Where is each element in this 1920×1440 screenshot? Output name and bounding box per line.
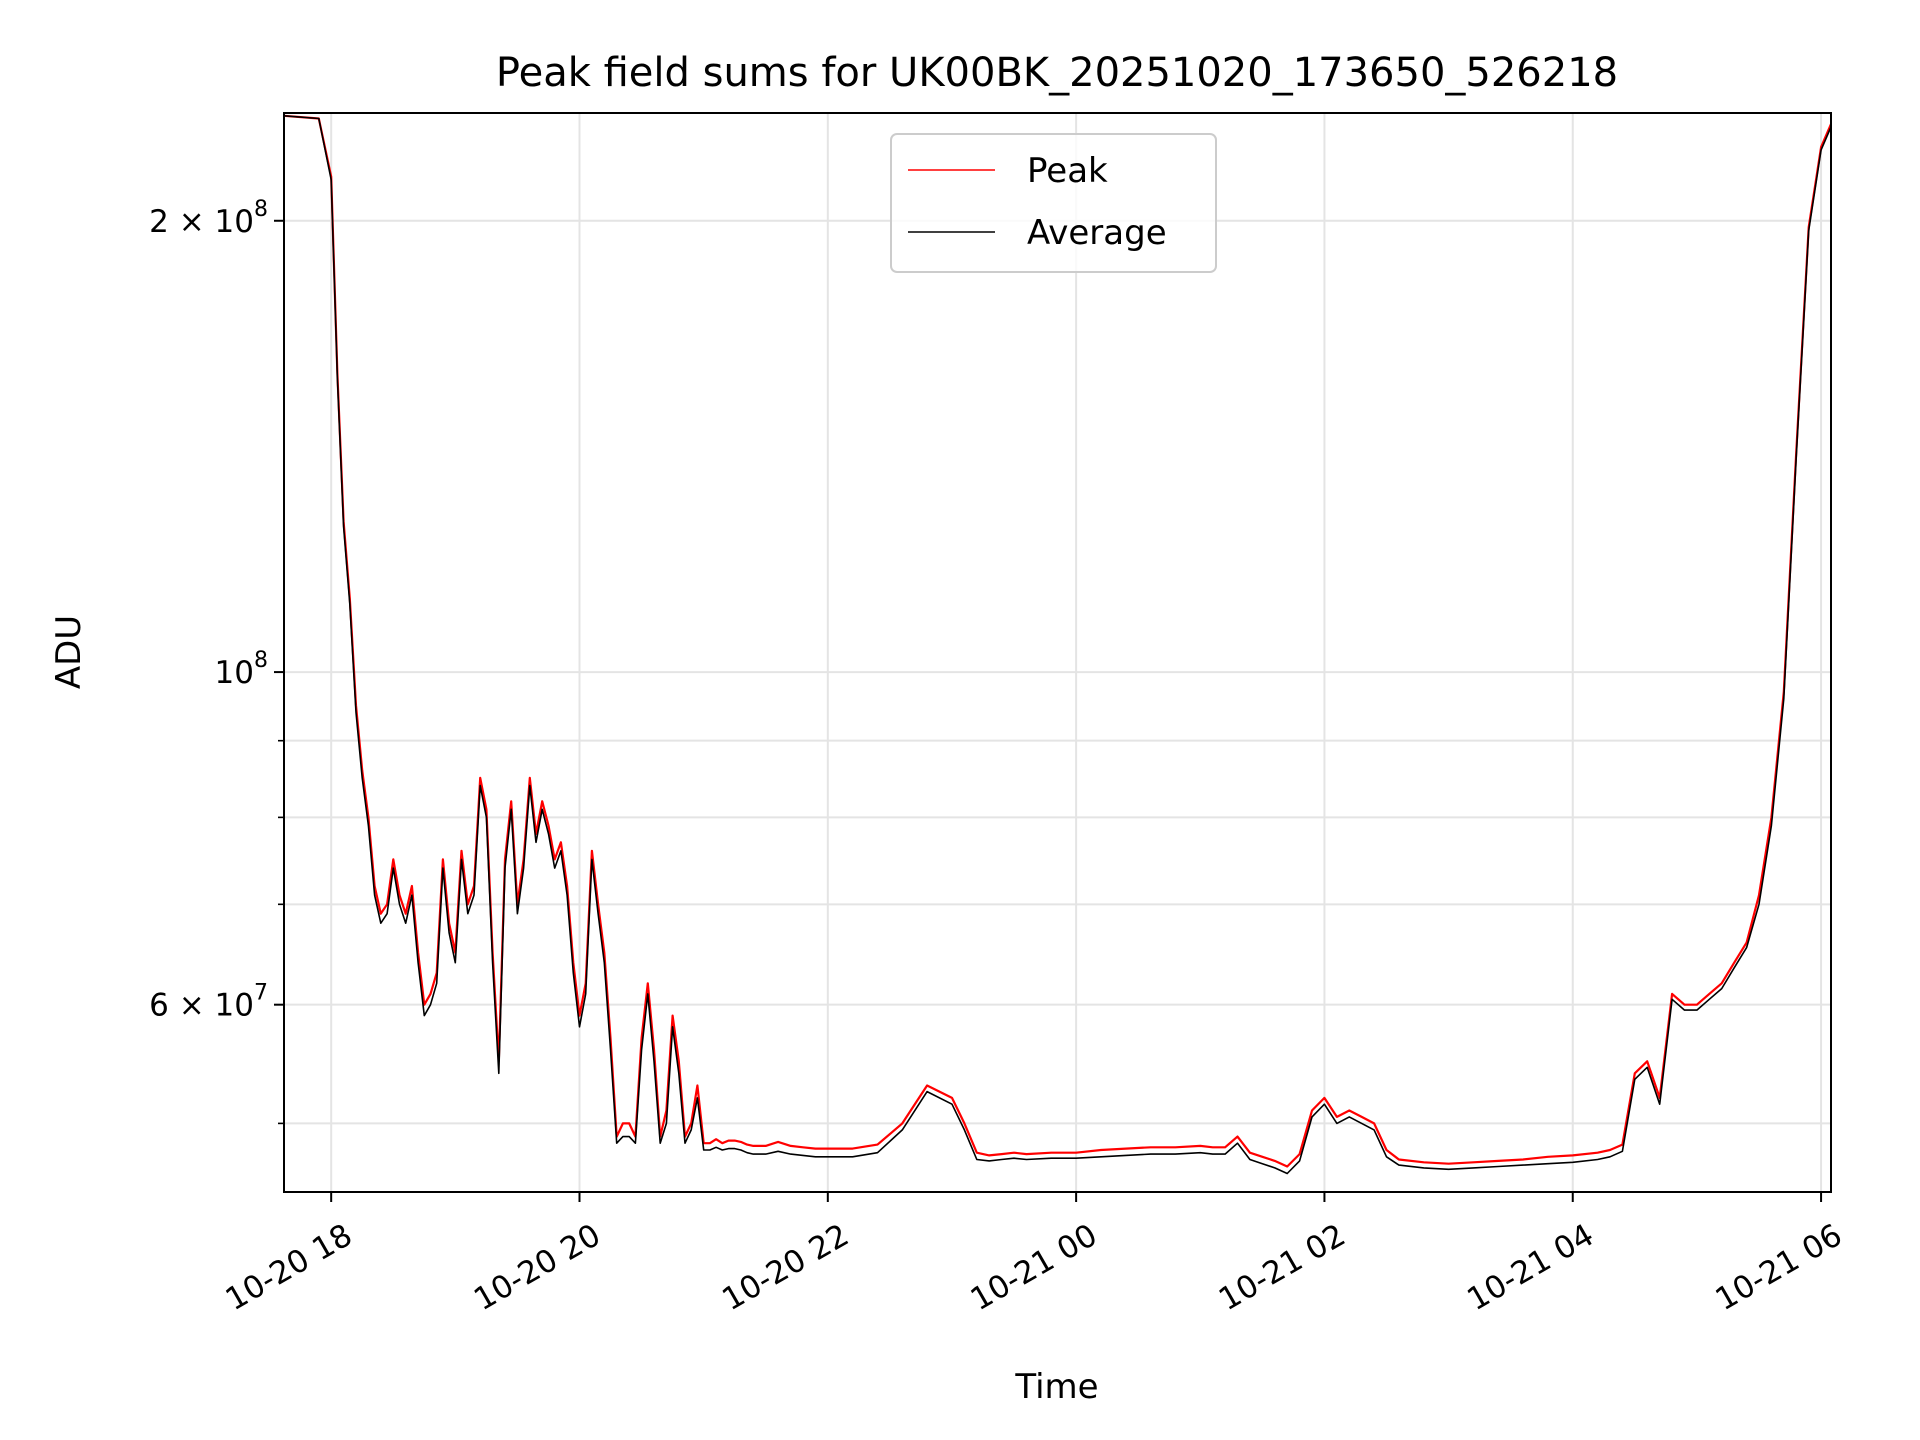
legend: Peak Average xyxy=(890,133,1217,273)
legend-box xyxy=(890,133,1217,273)
y-tick-label: 2 × 108 xyxy=(149,197,268,240)
y-axis: 6 × 107 108 2 × 108 xyxy=(149,197,284,1125)
legend-average-label: Average xyxy=(1027,213,1167,253)
series-group xyxy=(283,114,1833,1175)
y-tick-label: 108 xyxy=(215,648,268,691)
series-average-line xyxy=(283,115,1832,1175)
x-axis-label: Time xyxy=(1014,1367,1098,1407)
y-tick-label: 6 × 107 xyxy=(149,981,268,1024)
legend-peak-label: Peak xyxy=(1027,151,1108,191)
chart-title: Peak field sums for UK00BK_20251020_1736… xyxy=(496,50,1618,96)
y-axis-label: ADU xyxy=(49,615,89,689)
series-peak-line xyxy=(283,114,1833,1168)
plot-frame xyxy=(283,112,1832,1193)
